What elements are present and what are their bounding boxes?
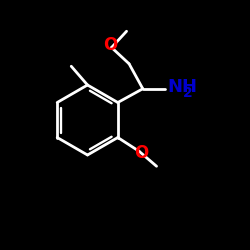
Text: O: O (134, 144, 148, 162)
Text: O: O (103, 36, 118, 54)
Text: 2: 2 (183, 86, 192, 100)
Text: NH: NH (167, 78, 197, 96)
